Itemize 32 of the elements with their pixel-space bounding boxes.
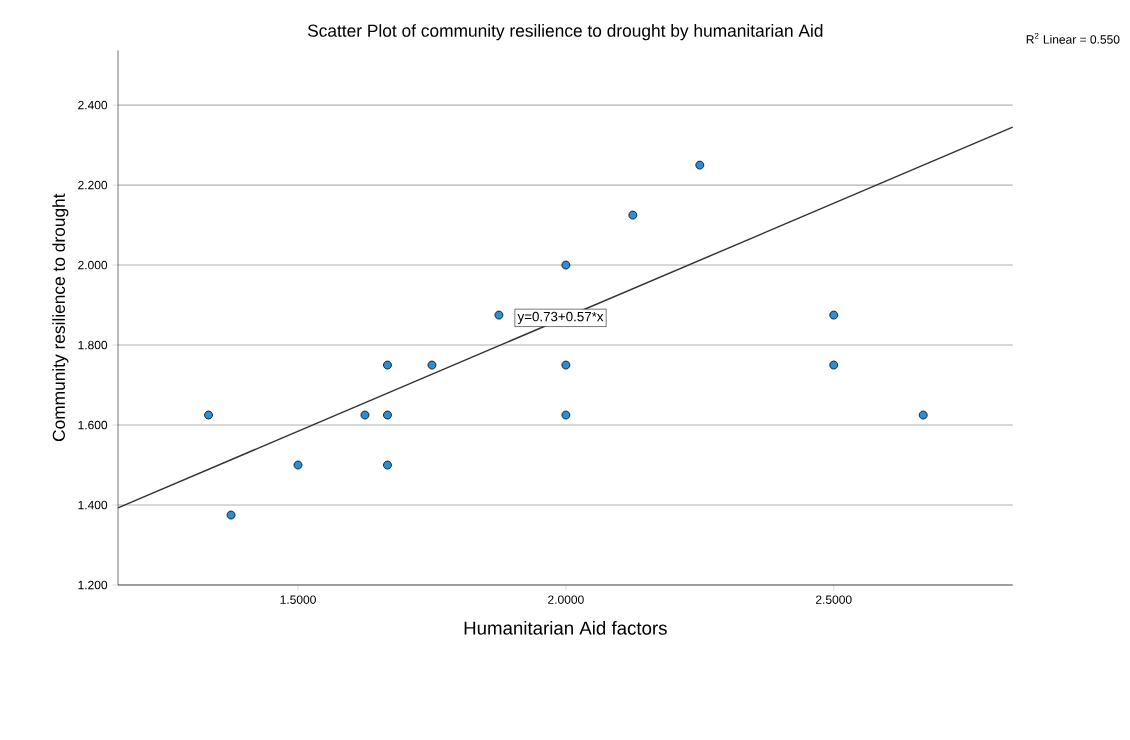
point xyxy=(561,360,571,370)
y-tick-label: 2.000 xyxy=(78,260,108,270)
text: R$^{2}$ Linear = 0.550 xyxy=(1026,32,1120,44)
chart-title: Scatter Plot of community resilience to drought by humanitarian Aid xyxy=(307,24,823,41)
point xyxy=(427,360,437,370)
point xyxy=(360,410,370,420)
x-tick-label: 2.0000 xyxy=(548,595,584,604)
x-axis-title: Humanitarian Aid factors xyxy=(464,621,667,635)
point xyxy=(561,260,571,270)
point xyxy=(494,310,504,320)
y-tick-label: 1.200 xyxy=(78,580,108,590)
point xyxy=(829,360,839,370)
point xyxy=(204,410,213,420)
point xyxy=(383,460,392,470)
y-axis-title: Community resilience to drought xyxy=(52,193,69,442)
point xyxy=(561,410,571,420)
y-tick-label: 2.400 xyxy=(78,100,108,110)
point xyxy=(628,210,638,220)
y-tick-label: 1.600 xyxy=(78,420,108,430)
annotation: y=0.73+0.57*x xyxy=(517,311,604,324)
point xyxy=(293,460,303,470)
y-tick-label: 1.400 xyxy=(78,500,108,510)
point xyxy=(383,360,392,370)
y-tick-label: 2.200 xyxy=(78,180,108,190)
point xyxy=(383,410,392,420)
x-tick-label: 1.5000 xyxy=(280,595,316,604)
y-tick-label: 1.800 xyxy=(78,340,108,350)
point xyxy=(226,510,236,520)
x-tick-label: 2.5000 xyxy=(816,595,852,604)
point xyxy=(695,160,705,170)
point xyxy=(829,310,839,320)
point xyxy=(918,410,928,420)
